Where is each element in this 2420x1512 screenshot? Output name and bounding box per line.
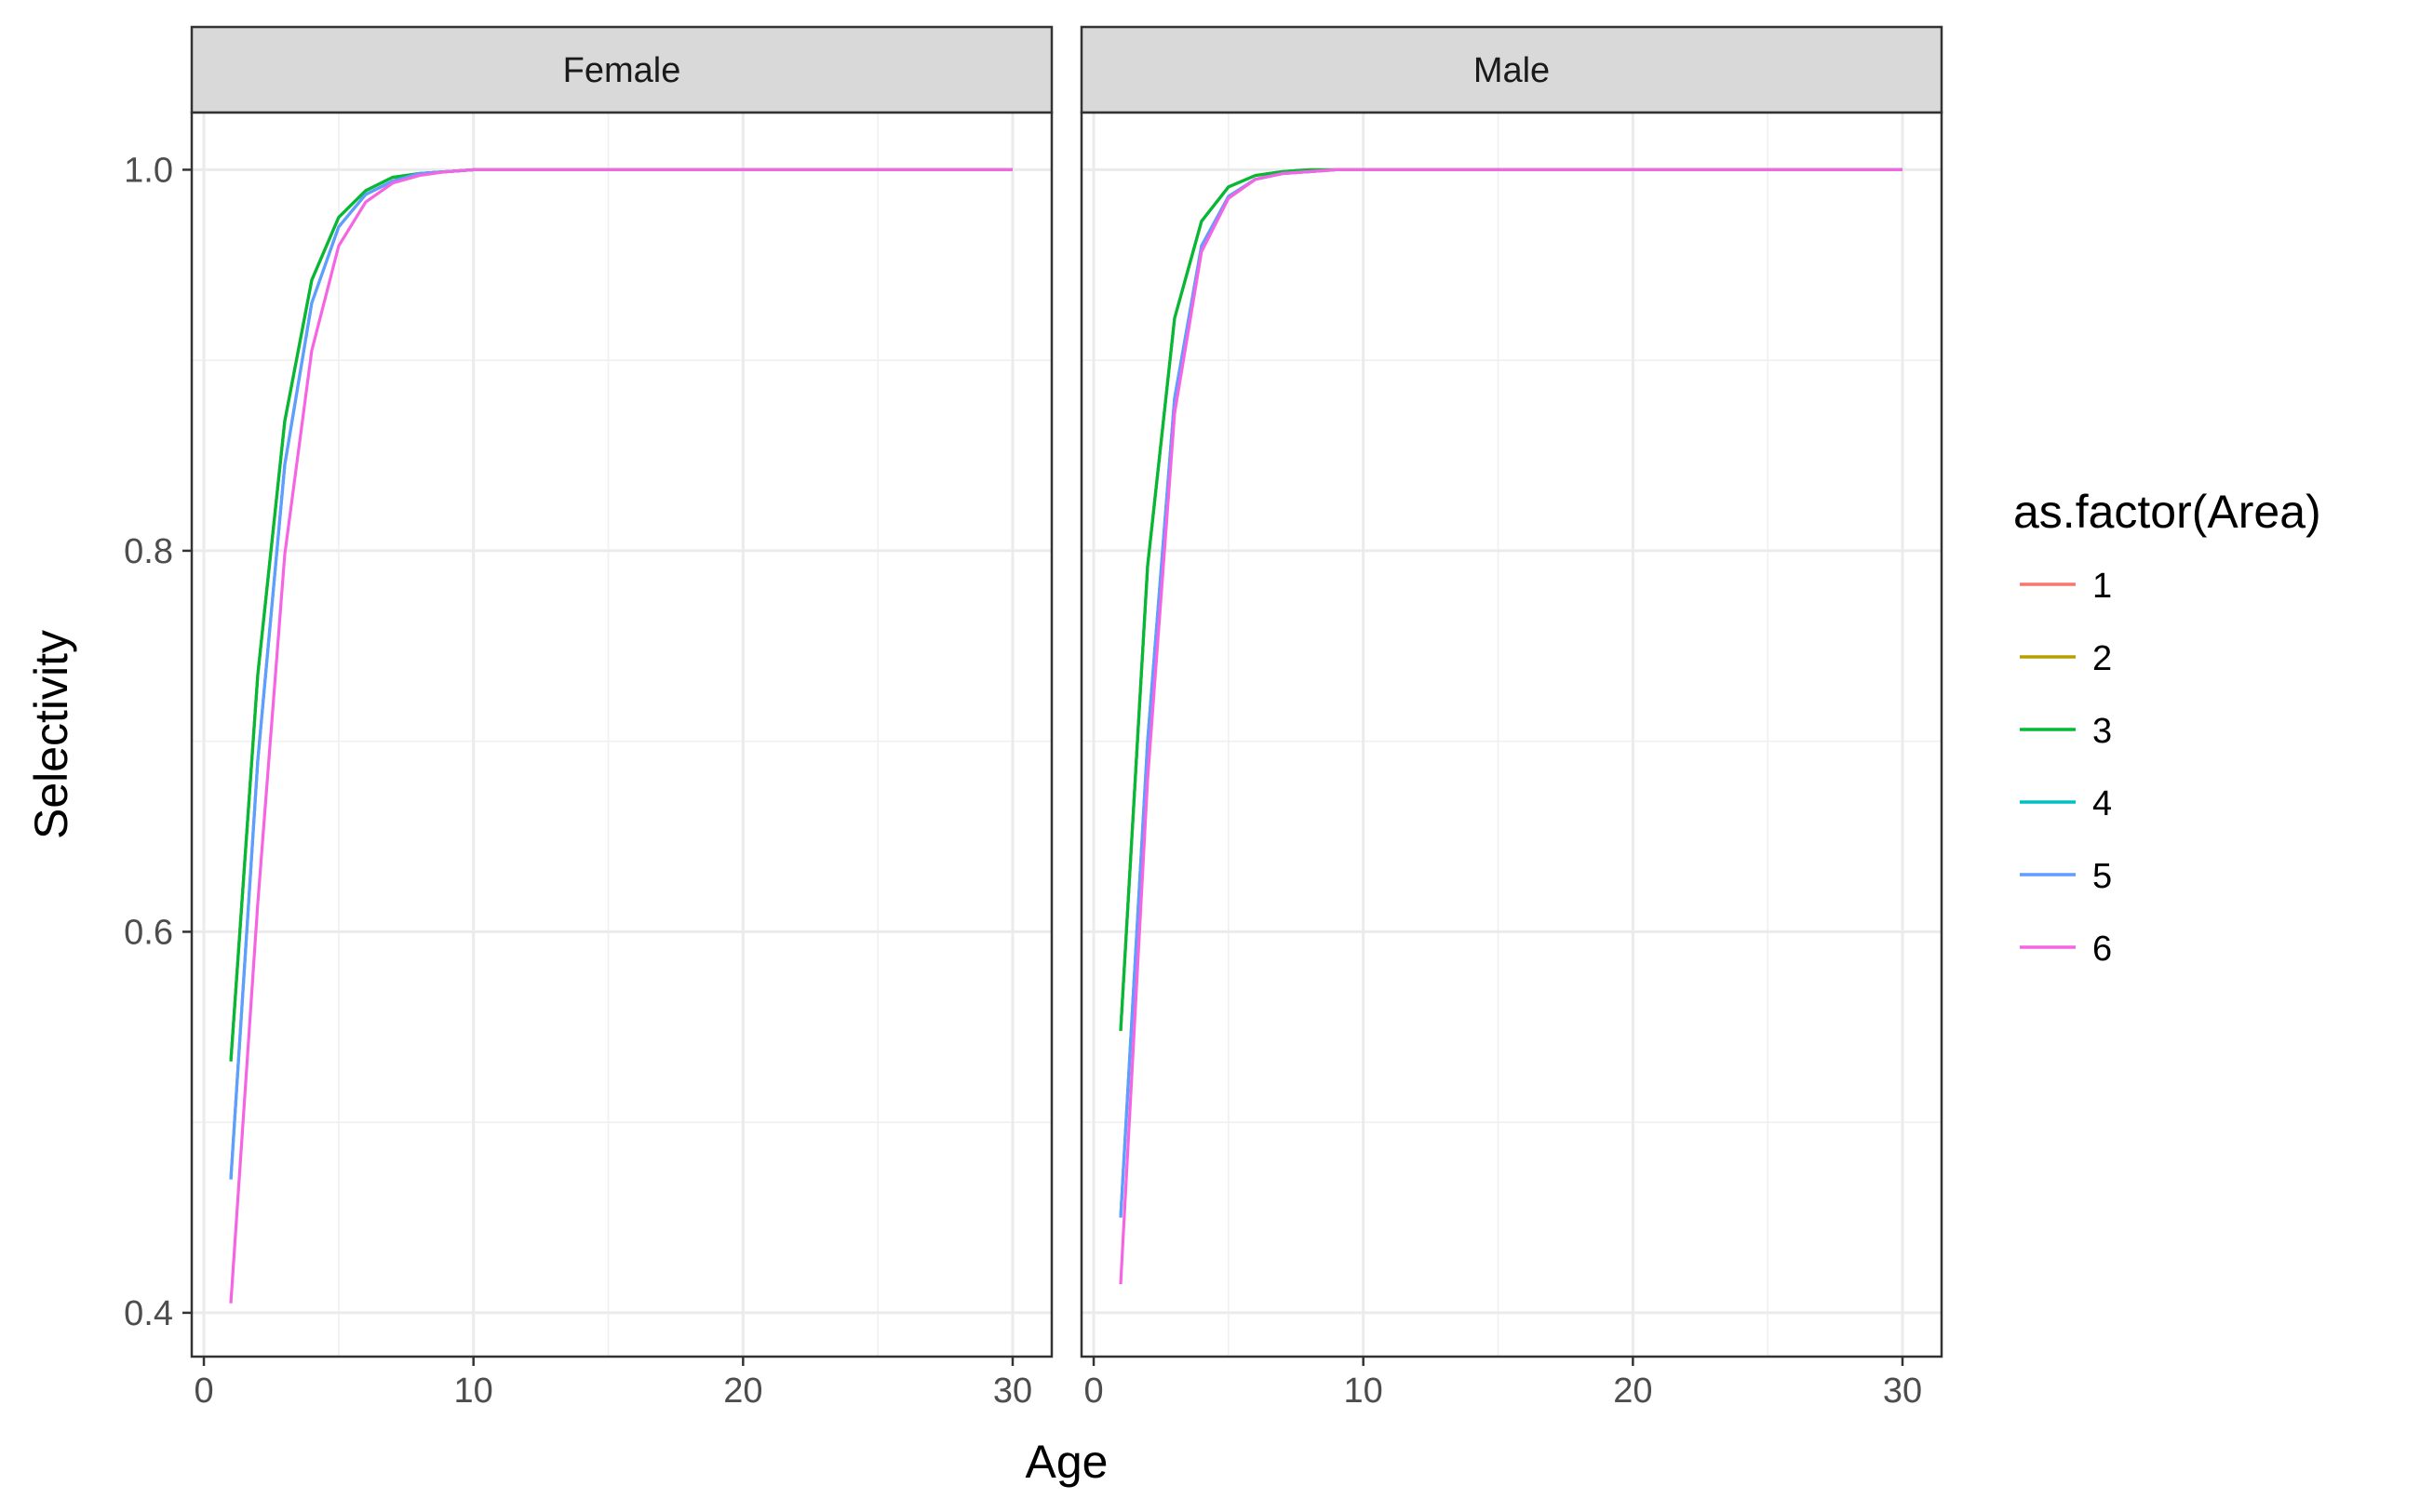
legend-label: 4 — [2092, 784, 2112, 823]
x-tick-label: 10 — [1344, 1372, 1383, 1411]
legend-item-5: 5 — [2020, 857, 2112, 896]
plot-background — [192, 113, 1052, 1357]
y-tick-label: 0.4 — [124, 1294, 173, 1333]
panel-border — [1080, 111, 1943, 1358]
panel-male: Male 0 10 20 30 — [1080, 25, 1943, 1411]
y-tick-label: 0.8 — [124, 532, 173, 571]
series-line-area-6 — [229, 167, 1013, 1304]
x-tick-label: 10 — [454, 1372, 493, 1411]
legend-item-3: 3 — [2020, 712, 2112, 751]
x-tick-label: 30 — [993, 1372, 1032, 1411]
facet-strip-label: Female — [563, 51, 681, 90]
x-tick-label: 30 — [1883, 1372, 1922, 1411]
facet-strip-label: Male — [1473, 51, 1550, 90]
plot-background — [1082, 113, 1942, 1357]
panel-border — [190, 111, 1054, 1358]
legend-label: 6 — [2092, 930, 2112, 969]
legend-item-1: 1 — [2020, 567, 2112, 606]
legend-item-6: 6 — [2020, 930, 2112, 969]
x-tick-label: 0 — [1083, 1372, 1103, 1411]
legend-label: 2 — [2092, 639, 2112, 678]
series-line-area-6 — [1119, 167, 1902, 1285]
legend: as.factor(Area) 1 2 3 4 5 6 — [2013, 486, 2321, 969]
y-tick-label: 1.0 — [124, 151, 173, 190]
x-tick-label: 20 — [1613, 1372, 1652, 1411]
legend-label: 3 — [2092, 712, 2112, 751]
facet-strip — [190, 25, 1054, 114]
legend-item-2: 2 — [2020, 639, 2112, 678]
legend-item-4: 4 — [2020, 784, 2112, 823]
x-tick-label: 0 — [194, 1372, 213, 1411]
legend-title: as.factor(Area) — [2013, 486, 2321, 538]
panels: Female 0 10 20 30 0.4 0.6 0.8 1.0 Male 0 10 20 30 — [124, 25, 1943, 1411]
y-axis-title: Selectivity — [25, 630, 77, 839]
y-tick-label: 0.6 — [124, 913, 173, 952]
legend-label: 5 — [2092, 857, 2112, 896]
x-axis-title: Age — [1026, 1436, 1109, 1488]
x-tick-label: 20 — [723, 1372, 762, 1411]
panel-female: Female 0 10 20 30 0.4 0.6 0.8 1.0 — [124, 25, 1054, 1411]
legend-label: 1 — [2092, 567, 2112, 606]
